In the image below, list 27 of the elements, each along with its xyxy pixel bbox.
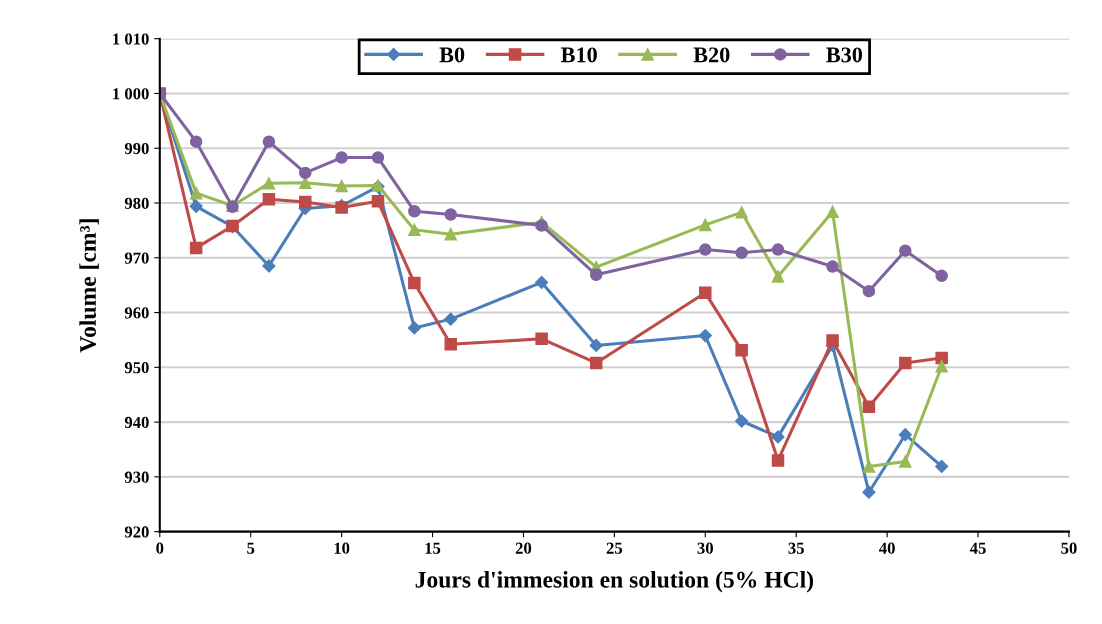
y-axis-title: Volume [cm³] (79, 219, 99, 353)
legend-label: B10 (561, 47, 597, 63)
x-axis-title: Jours d'immesion en solution (5% HCl) (415, 571, 814, 593)
y-tick-label: 970 (124, 252, 149, 264)
y-tick-label: 990 (124, 142, 149, 155)
x-tick-label: 10 (334, 542, 350, 554)
y-tick-label: 950 (124, 362, 149, 374)
x-tick-label: 0 (156, 542, 164, 554)
y-tick-label: 920 (124, 526, 149, 538)
y-tick-label: 960 (124, 307, 149, 319)
y-tick-label: 930 (124, 471, 149, 483)
x-tick-label: 25 (606, 542, 623, 554)
x-tick-label: 30 (697, 542, 713, 554)
x-tick-label: 40 (879, 542, 895, 554)
y-tick-label: 1 000 (113, 88, 149, 100)
y-tick-label: 940 (124, 416, 149, 429)
x-tick-label: 20 (515, 542, 532, 554)
x-tick-label: 35 (788, 542, 804, 554)
y-tick-label: 980 (124, 197, 149, 209)
x-tick-label: 5 (247, 542, 255, 554)
legend-label: B30 (826, 47, 863, 63)
x-tick-label: 45 (969, 542, 986, 554)
legend-label: B0 (439, 47, 465, 63)
y-tick-label: 1 010 (113, 33, 149, 45)
x-tick-label: 50 (1061, 542, 1077, 554)
legend-label: B20 (693, 47, 730, 63)
x-tick-label: 15 (425, 542, 441, 554)
